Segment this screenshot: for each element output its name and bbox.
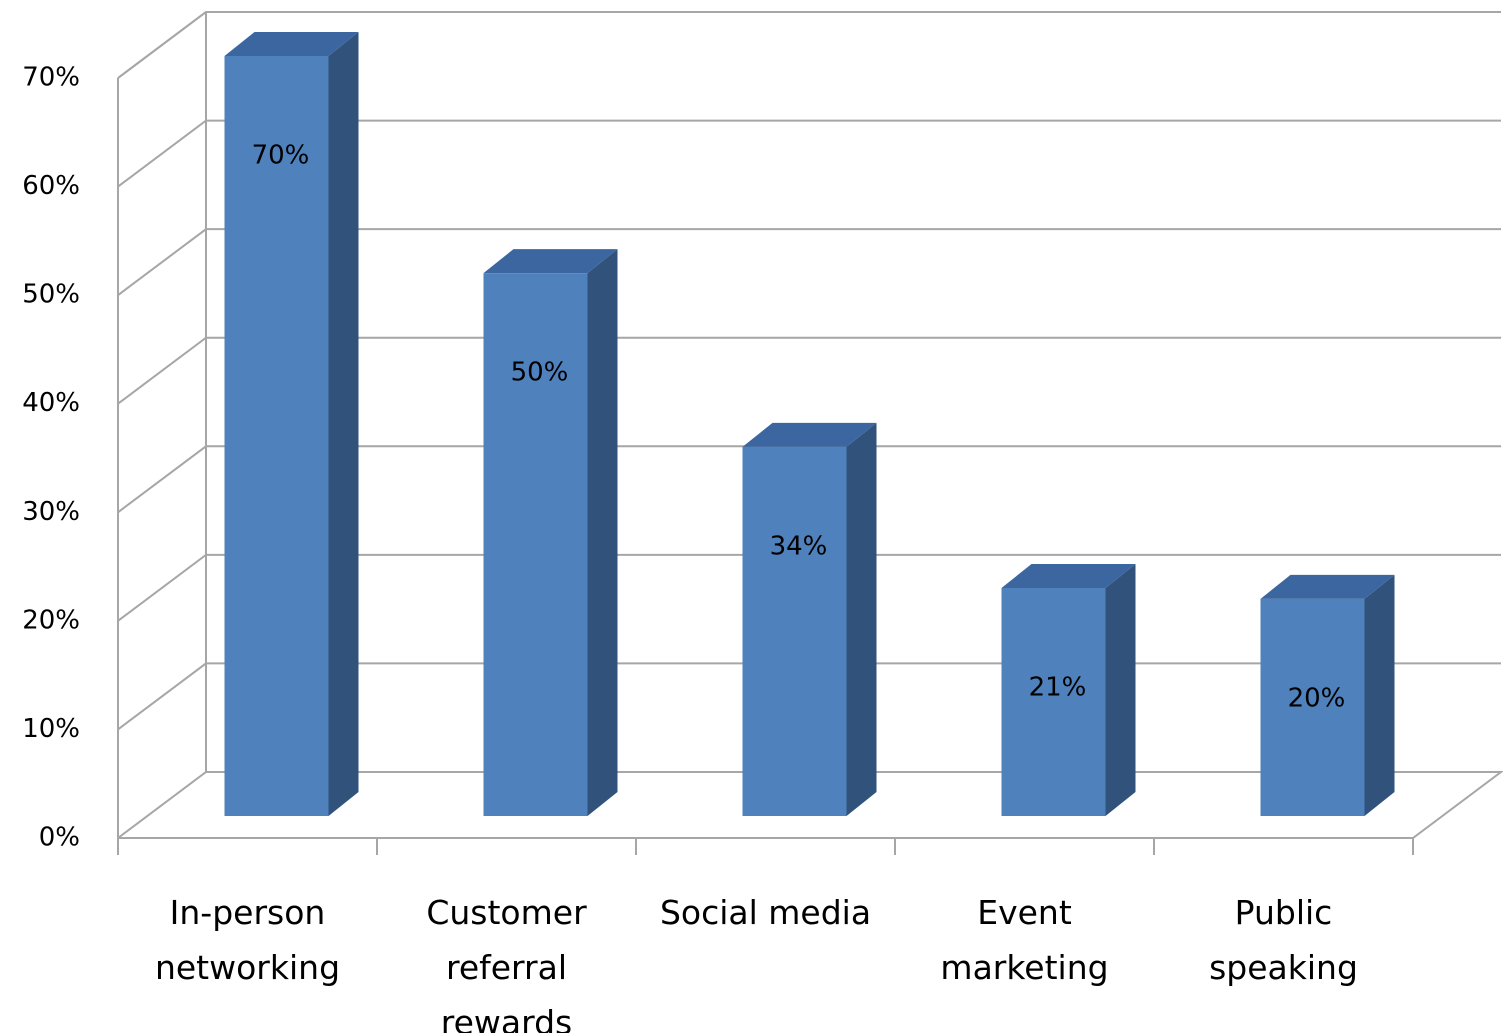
y-tick-label: 10% <box>22 714 80 744</box>
x-tick-label: Event marketing <box>940 893 1109 987</box>
bar-side <box>1105 564 1136 816</box>
grid-line <box>117 445 1501 514</box>
bar-top <box>742 422 877 447</box>
bar <box>742 446 847 816</box>
y-tick-label: 20% <box>22 605 80 635</box>
grid-line <box>117 336 1501 405</box>
grid-line <box>117 228 1501 296</box>
y-tick-label: 70% <box>22 63 80 93</box>
grid-line <box>117 119 1501 188</box>
y-tick-label: 0% <box>39 823 80 853</box>
bar-side <box>846 422 877 816</box>
y-tick-label: 40% <box>22 388 80 418</box>
bar <box>483 273 588 817</box>
grid-line <box>117 553 1501 622</box>
bar <box>224 56 329 816</box>
bar <box>1001 588 1106 816</box>
y-tick-label: 60% <box>22 171 80 201</box>
bar-side <box>1364 574 1395 816</box>
x-tick-label: Public speaking <box>1209 893 1358 987</box>
value-label: 34% <box>770 531 828 561</box>
value-label: 21% <box>1029 673 1087 703</box>
value-label: 20% <box>1288 683 1346 713</box>
bar <box>1260 598 1365 816</box>
y-tick-label: 30% <box>22 497 80 527</box>
bar-top <box>483 249 618 274</box>
value-label: 70% <box>252 141 310 171</box>
bar-top <box>1001 564 1136 588</box>
x-tick-label: Customer referral rewards <box>426 893 587 1033</box>
bar-side <box>328 32 359 816</box>
bar-top <box>1260 574 1395 599</box>
value-label: 50% <box>511 358 569 388</box>
bar-top <box>224 32 359 56</box>
y-tick-label: 50% <box>22 280 80 310</box>
grid-line <box>117 11 1501 79</box>
bar-side <box>587 249 618 817</box>
x-tick-label: In-person networking <box>154 893 341 987</box>
x-tick-label: Social media <box>659 893 872 932</box>
